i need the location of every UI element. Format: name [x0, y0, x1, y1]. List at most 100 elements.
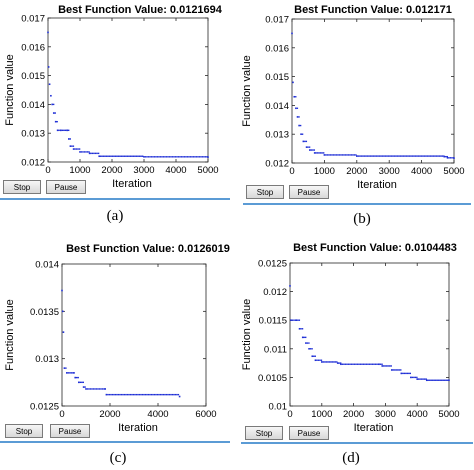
data-point	[377, 155, 379, 157]
x-tick-label: 0	[45, 165, 50, 176]
pause-button-c[interactable]: Pause	[50, 424, 90, 438]
data-point	[369, 155, 371, 157]
data-point	[303, 336, 305, 339]
data-point	[296, 116, 299, 118]
data-point	[334, 361, 336, 363]
pause-button-b[interactable]: Pause	[289, 185, 329, 199]
data-point	[337, 154, 339, 156]
data-point	[422, 155, 424, 157]
data-point	[432, 155, 434, 157]
data-point	[334, 154, 336, 156]
data-point	[116, 155, 118, 157]
data-point	[341, 363, 344, 365]
data-point	[100, 155, 102, 157]
y-tick-label: 0.016	[21, 42, 45, 53]
data-point	[136, 155, 138, 157]
data-point	[107, 393, 109, 396]
caption-b: (b)	[353, 211, 371, 227]
data-point	[72, 372, 74, 374]
data-point	[140, 155, 142, 157]
data-point	[320, 359, 323, 361]
data-point	[406, 372, 408, 375]
data-point	[152, 393, 154, 396]
plot-area	[61, 263, 207, 407]
data-point	[301, 328, 304, 330]
data-point	[295, 319, 298, 321]
data-point	[350, 154, 353, 156]
data-point	[63, 129, 65, 132]
data-point	[50, 94, 52, 97]
data-point	[131, 155, 133, 157]
data-point	[159, 393, 162, 396]
data-point	[441, 155, 443, 157]
stop-button-b[interactable]: Stop	[246, 185, 284, 199]
data-point	[308, 348, 310, 350]
data-point	[189, 156, 192, 158]
data-point	[167, 393, 169, 396]
data-point	[131, 393, 133, 396]
data-point	[69, 372, 71, 374]
data-point	[177, 393, 180, 396]
data-point	[333, 361, 335, 363]
data-point	[197, 156, 199, 158]
data-point	[347, 363, 350, 365]
data-point	[314, 359, 317, 362]
data-point	[70, 372, 72, 374]
data-point	[101, 155, 103, 157]
data-point	[414, 376, 417, 379]
data-point	[72, 148, 75, 150]
data-point	[306, 342, 309, 344]
data-point	[309, 149, 311, 151]
data-point	[416, 155, 418, 157]
data-point	[330, 361, 332, 363]
data-point	[446, 155, 448, 158]
data-point	[107, 155, 109, 157]
data-point	[353, 154, 356, 156]
data-point	[73, 372, 75, 374]
data-point	[361, 363, 363, 365]
data-point	[317, 359, 320, 361]
data-point	[195, 156, 198, 158]
y-tick-label: 0.012	[21, 158, 45, 169]
data-point	[137, 393, 139, 396]
data-point	[374, 363, 377, 365]
caption-c: (c)	[109, 450, 127, 466]
data-point	[98, 155, 100, 158]
stop-button-a[interactable]: Stop	[3, 180, 41, 194]
stop-button-c[interactable]: Stop	[5, 424, 43, 438]
data-point	[128, 393, 130, 396]
data-point	[88, 151, 90, 153]
data-point	[155, 156, 157, 158]
data-point	[422, 378, 424, 380]
x-axis-label: Iteration	[112, 178, 152, 190]
data-point	[429, 379, 431, 381]
chart-d: Best Function Value: 0.0104483 0 1000 2000 3…	[241, 242, 460, 434]
stop-button-d[interactable]: Stop	[245, 426, 283, 440]
data-point	[426, 155, 428, 157]
data-point	[355, 154, 357, 156]
data-point	[174, 393, 177, 396]
x-tick-label: 5000	[443, 166, 464, 177]
data-point	[111, 393, 114, 396]
x-axis-label: Iteration	[118, 422, 158, 434]
data-point	[171, 156, 174, 158]
data-point	[297, 319, 299, 321]
x-tick-label: 0	[289, 166, 294, 177]
data-point	[366, 155, 368, 157]
data-point	[51, 103, 53, 106]
y-tick-label: 0.013	[35, 354, 59, 365]
data-point	[430, 379, 432, 381]
pause-button-d[interactable]: Pause	[289, 426, 329, 440]
data-point	[340, 154, 342, 156]
data-point	[436, 379, 438, 381]
data-point	[400, 369, 402, 371]
pause-button-a[interactable]: Pause	[46, 180, 86, 194]
data-point	[360, 155, 362, 157]
data-point	[316, 359, 318, 361]
data-point	[142, 155, 144, 157]
data-point	[311, 355, 314, 358]
data-point	[414, 155, 416, 157]
x-tick-label: 0	[59, 409, 64, 420]
data-point	[98, 388, 101, 390]
plot-panel-d: Best Function Value: 0.0104483 0 1000 2000 3…	[237, 236, 474, 470]
